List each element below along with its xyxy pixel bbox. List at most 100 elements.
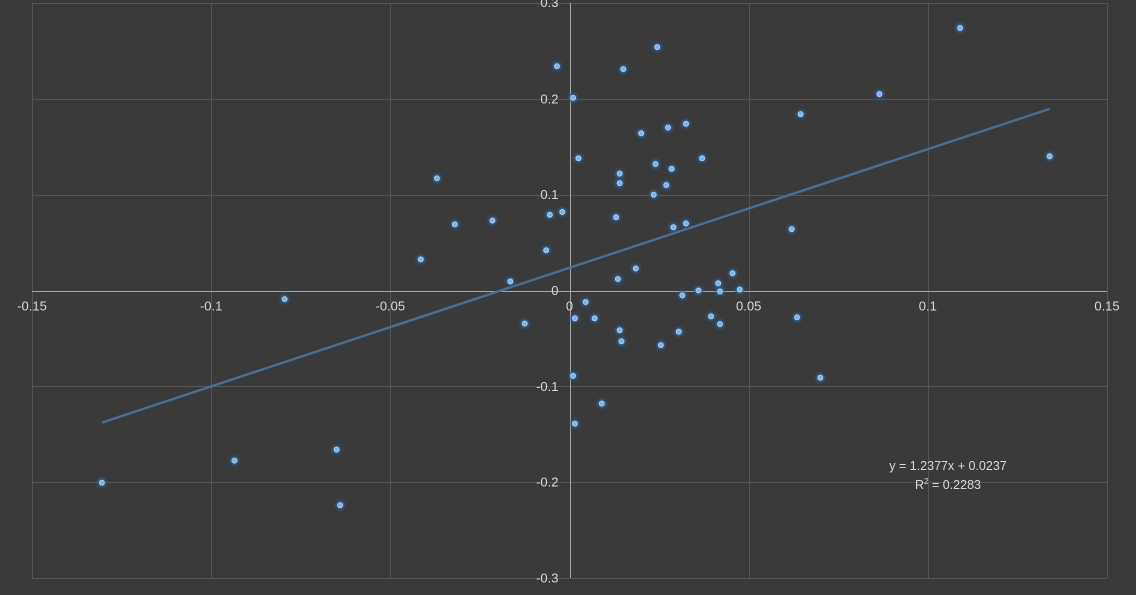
scatter-point-dot [683,220,689,227]
scatter-point [792,312,802,322]
scatter-point-dot [683,120,689,127]
x-tick-label: -0.15 [17,299,47,314]
scatter-point [650,159,661,169]
scatter-point [615,168,625,179]
scatter-point-dot [736,286,743,293]
scatter-point-dot [559,209,566,215]
trendline-layer [101,107,1051,424]
scatter-point [796,109,806,119]
scatter-point [874,89,885,99]
scatter-point-dot [670,224,677,231]
scatter-point [557,207,567,217]
scatter-point [674,327,684,337]
scatter-point-dot [281,296,288,303]
scatter-point-dot [657,342,664,349]
y-tick-label: -0.1 [536,379,558,394]
x-tick-label: 0.15 [1094,299,1119,314]
scatter-point-dot [616,327,623,334]
scatter-point-dot [521,320,528,327]
scatter-point-dot [620,66,627,73]
r-squared-label: R2 = 0.2283 [915,477,981,492]
scatter-point [97,478,107,488]
scatter-point-dot [333,446,340,453]
scatter-point-dot [797,111,804,118]
scatter-point-dot [575,155,582,162]
x-tick-label: 0 [566,299,573,314]
scatter-point-dot [582,299,589,305]
scatter-point [652,42,662,52]
scatter-point-dot [717,321,723,327]
scatter-point [545,210,555,220]
x-tick-label: -0.1 [200,299,222,314]
scatter-point [615,325,625,335]
y-tick-label: 0.1 [540,187,558,202]
scatter-point [597,398,607,409]
scatter-point [661,180,671,190]
scatter-point-dot [554,63,560,70]
scatter-point [487,215,498,226]
scatter-point-dot [679,292,686,299]
scatter-point [432,173,442,183]
scatter-point [229,456,240,466]
scatter-point [677,290,687,300]
trendline-equation: y = 1.2377x + 0.0237 [889,459,1007,473]
y-tick-label: 0 [551,283,558,298]
r-squared-prefix: R [915,478,924,492]
scatter-point-dot [598,400,605,407]
scatter-point-dot [614,276,621,282]
scatter-point [520,318,530,329]
scatter-point [618,64,628,74]
scatter-point-dot [632,265,639,272]
scatter-point [568,371,578,381]
scatter-point-dot [546,211,553,218]
scatter-point [568,93,578,103]
scatter-point [335,500,345,510]
scatter-point-dot [451,221,458,228]
scatter-point-dot [668,165,675,172]
scatter-point [693,285,704,296]
x-tick-label: 0.05 [736,299,761,314]
scatter-point [1045,151,1055,161]
r-squared-exponent: 2 [924,477,929,486]
tick-labels: -0.15 -0.1 -0.05 0 0.05 0.1 0.15 -0.3 -0.2 -0.1 0 0… [17,0,1119,586]
scatter-point-dot [570,372,576,379]
scatter-point-dot [616,180,623,187]
scatter-point-dot [652,161,659,167]
scatter-point [649,190,659,200]
scatter-point-dot [417,256,424,263]
scatter-point-dot [665,124,671,131]
scatter-point-dot [570,94,576,101]
gridlines [32,3,1108,579]
scatter-point [552,61,562,71]
scatter-point-dot [699,155,705,162]
scatter-point [611,212,621,222]
scatter-point [735,284,745,295]
scatter-point-dot [543,247,550,254]
scatter-point [505,276,515,286]
scatter-point [715,286,725,297]
scatter-point [416,254,426,264]
scatter-point-dot [638,130,645,137]
scatter-point [613,274,623,284]
x-tick-label: 0.1 [919,299,937,314]
scatter-point [581,297,591,307]
scatter-point [787,224,797,234]
scatter-point-dot [663,182,670,188]
scatter-point-dot [715,280,722,287]
scatter-point [616,336,627,346]
scatter-point [570,419,580,429]
scatter-point [570,313,580,323]
x-tick-label: -0.05 [376,299,406,314]
scatter-point-dot [571,420,578,427]
scatter-point-dot [650,191,657,198]
scatter-point [656,340,666,350]
scatter-point [450,219,460,229]
scatter-point [663,122,673,133]
scatter-point [727,268,738,278]
scatter-point-dot [794,314,800,321]
scatter-point [667,164,677,174]
scatter-point [615,178,625,188]
scatter-point [715,319,725,329]
